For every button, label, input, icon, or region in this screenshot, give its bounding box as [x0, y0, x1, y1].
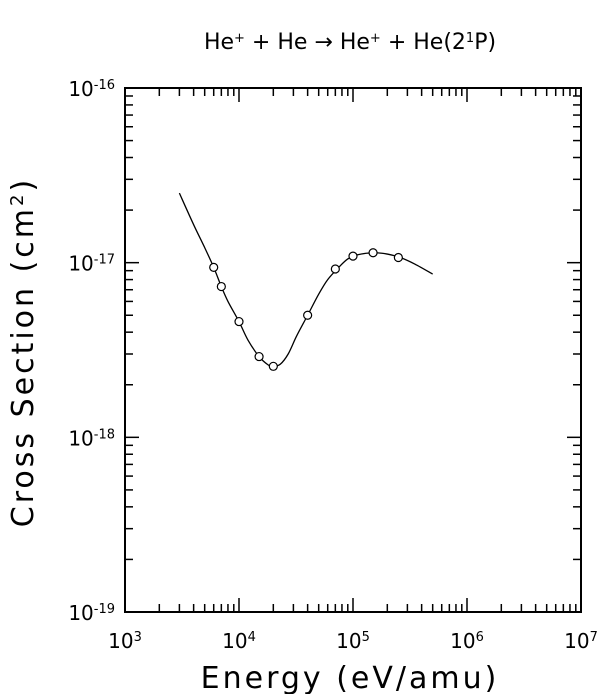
plot-frame — [124, 87, 582, 613]
tick-marks — [124, 87, 582, 613]
data-point-circle — [209, 262, 219, 272]
tick-labels: 103 104 105 106 107 10-19 10-18 10-17 10-16 — [68, 77, 598, 653]
y-axis-label: Cross Section (cm2) — [6, 177, 41, 527]
y-tick-label: 10-17 — [68, 252, 115, 276]
data-point-circle — [303, 310, 313, 320]
fit-curve — [178, 192, 434, 368]
data-point-circle — [330, 264, 340, 274]
fit-curve-group — [178, 192, 434, 368]
chart-title: He+ + He → He+ + He(21P) — [204, 30, 496, 55]
data-point-circle — [254, 351, 264, 362]
x-tick-label: 106 — [450, 629, 484, 653]
data-point-circle — [393, 252, 403, 263]
x-tick-label: 105 — [336, 629, 370, 653]
data-point-circle — [234, 316, 244, 327]
data-point-circle — [368, 248, 378, 258]
x-tick-label: 104 — [222, 629, 256, 653]
y-tick-label: 10-19 — [68, 601, 115, 625]
x-axis-label: Energy (eV/amu) — [201, 661, 500, 694]
data-point-circle — [268, 361, 278, 371]
y-tick-label: 10-18 — [68, 426, 115, 450]
x-tick-label: 107 — [564, 629, 598, 653]
data-point-circle — [216, 281, 226, 292]
data-points — [209, 248, 403, 371]
data-point-circle — [348, 251, 358, 261]
x-tick-label: 103 — [108, 629, 142, 653]
y-tick-label: 10-16 — [68, 77, 115, 101]
